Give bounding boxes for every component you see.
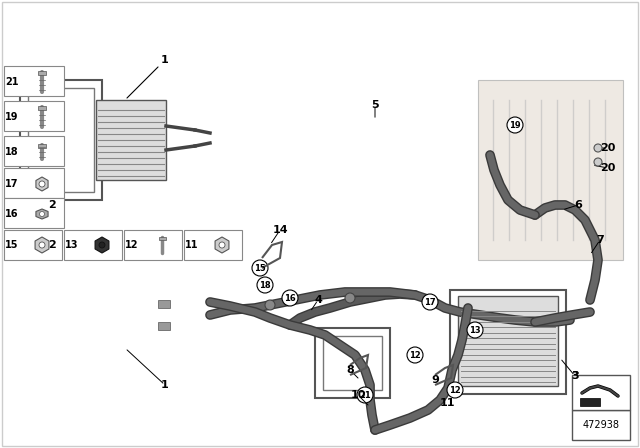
Circle shape xyxy=(447,382,463,398)
Circle shape xyxy=(357,387,373,403)
Text: 13: 13 xyxy=(65,240,79,250)
Circle shape xyxy=(252,260,268,276)
Bar xyxy=(159,237,166,240)
Circle shape xyxy=(422,294,438,310)
Circle shape xyxy=(282,290,298,306)
Text: 21: 21 xyxy=(359,391,371,400)
Polygon shape xyxy=(95,237,109,253)
Bar xyxy=(38,144,46,148)
Text: 18: 18 xyxy=(259,280,271,289)
Bar xyxy=(4,136,64,166)
Text: 4: 4 xyxy=(314,295,322,305)
Text: 9: 9 xyxy=(431,375,439,385)
Polygon shape xyxy=(36,177,48,191)
Bar xyxy=(38,71,46,75)
Text: 10: 10 xyxy=(350,390,365,400)
Bar xyxy=(4,168,64,198)
Bar xyxy=(458,296,558,386)
Text: 14: 14 xyxy=(272,225,288,235)
Text: 20: 20 xyxy=(600,163,616,173)
Circle shape xyxy=(594,144,602,152)
Bar xyxy=(4,230,62,260)
Text: 19: 19 xyxy=(5,112,19,122)
Text: 3: 3 xyxy=(571,371,579,381)
Text: 13: 13 xyxy=(469,326,481,335)
Text: 19: 19 xyxy=(509,121,521,129)
Text: 16: 16 xyxy=(284,293,296,302)
Circle shape xyxy=(39,181,45,187)
Bar xyxy=(323,336,382,390)
Text: 5: 5 xyxy=(371,100,379,110)
Bar xyxy=(184,230,242,260)
Text: 3: 3 xyxy=(571,371,579,381)
Polygon shape xyxy=(35,237,49,253)
Text: 17: 17 xyxy=(424,297,436,306)
Text: 16: 16 xyxy=(5,209,19,219)
Bar xyxy=(580,398,600,406)
Circle shape xyxy=(507,117,523,133)
Circle shape xyxy=(257,277,273,293)
Circle shape xyxy=(99,242,105,248)
Circle shape xyxy=(594,158,602,166)
Bar xyxy=(158,322,170,330)
Bar xyxy=(572,375,630,410)
Bar xyxy=(96,100,166,180)
Text: 12: 12 xyxy=(449,385,461,395)
Circle shape xyxy=(265,300,275,310)
Bar xyxy=(64,230,122,260)
Polygon shape xyxy=(478,80,623,260)
Circle shape xyxy=(407,347,423,363)
Circle shape xyxy=(39,242,45,248)
Text: 1: 1 xyxy=(161,55,169,65)
Bar xyxy=(4,101,64,131)
Text: 6: 6 xyxy=(574,200,582,210)
Bar xyxy=(4,66,64,96)
Text: 472938: 472938 xyxy=(582,420,620,430)
Text: 1: 1 xyxy=(161,380,169,390)
Text: 18: 18 xyxy=(5,147,19,157)
Circle shape xyxy=(345,293,355,303)
Bar xyxy=(38,106,46,110)
Text: 2: 2 xyxy=(48,240,56,250)
Circle shape xyxy=(425,295,435,305)
Polygon shape xyxy=(215,237,229,253)
Text: 11: 11 xyxy=(185,240,199,250)
Text: 7: 7 xyxy=(596,235,604,245)
Polygon shape xyxy=(36,209,48,219)
Bar xyxy=(4,198,64,228)
Text: 11: 11 xyxy=(439,398,455,408)
Bar xyxy=(572,410,630,440)
Bar xyxy=(315,328,390,398)
Text: 8: 8 xyxy=(346,365,354,375)
Text: 12: 12 xyxy=(409,350,421,359)
Text: 2: 2 xyxy=(48,200,56,210)
Text: 15: 15 xyxy=(254,263,266,272)
Text: 17: 17 xyxy=(5,179,19,189)
Bar xyxy=(158,300,170,308)
Circle shape xyxy=(40,211,45,216)
Text: 15: 15 xyxy=(5,240,19,250)
Circle shape xyxy=(219,242,225,248)
Text: 12: 12 xyxy=(125,240,139,250)
Text: 20: 20 xyxy=(600,143,616,153)
Bar xyxy=(124,230,182,260)
Circle shape xyxy=(467,322,483,338)
Text: 21: 21 xyxy=(5,77,19,87)
